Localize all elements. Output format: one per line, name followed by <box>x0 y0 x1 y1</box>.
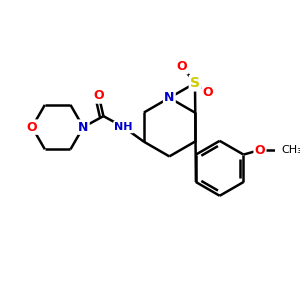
Text: O: O <box>255 143 265 157</box>
Text: N: N <box>78 121 88 134</box>
Text: O: O <box>202 86 213 99</box>
Text: O: O <box>177 60 188 73</box>
Text: CH₃: CH₃ <box>281 145 300 155</box>
Text: N: N <box>164 91 175 104</box>
Text: S: S <box>190 76 200 90</box>
Text: O: O <box>94 89 104 103</box>
Text: O: O <box>27 121 38 134</box>
Text: NH: NH <box>114 122 133 132</box>
